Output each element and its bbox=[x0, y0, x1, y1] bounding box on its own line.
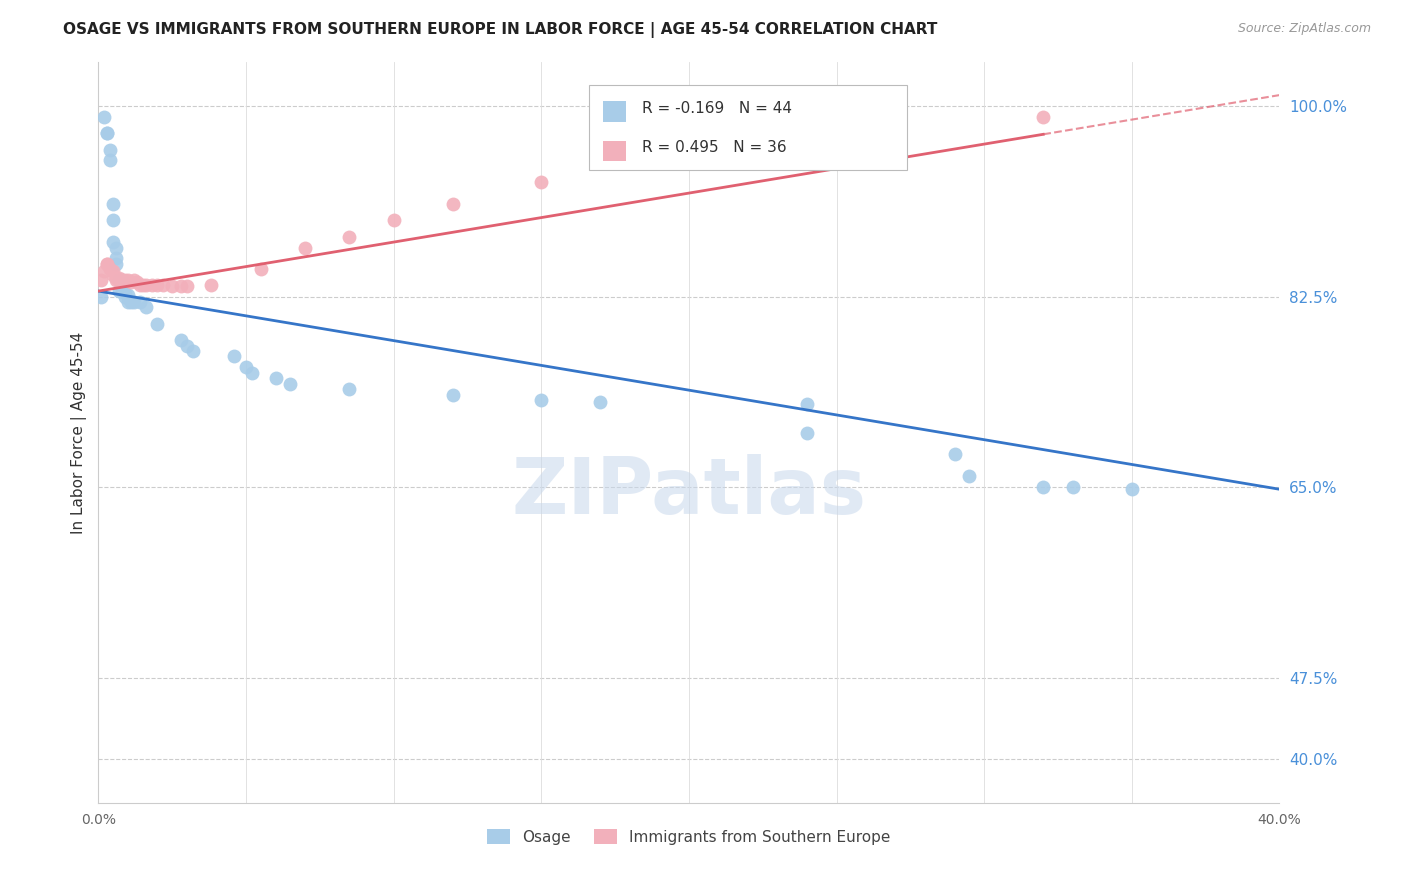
Point bbox=[103, 268, 125, 282]
Point bbox=[943, 447, 966, 461]
Point bbox=[796, 397, 818, 411]
Text: Source: ZipAtlas.com: Source: ZipAtlas.com bbox=[1237, 22, 1371, 36]
Point bbox=[120, 295, 142, 310]
Point bbox=[170, 333, 193, 347]
Point bbox=[382, 213, 405, 227]
Point bbox=[111, 273, 134, 287]
Point bbox=[240, 366, 263, 380]
Point bbox=[117, 295, 139, 310]
Point bbox=[530, 392, 553, 407]
Point bbox=[105, 273, 128, 287]
Point bbox=[105, 240, 128, 255]
Point bbox=[114, 289, 136, 303]
Point bbox=[250, 262, 273, 277]
Point bbox=[855, 126, 877, 140]
Point bbox=[96, 257, 118, 271]
Point bbox=[114, 273, 136, 287]
Point bbox=[132, 277, 155, 292]
Point bbox=[264, 371, 287, 385]
Point bbox=[128, 277, 150, 292]
Text: ZIPatlas: ZIPatlas bbox=[512, 454, 866, 530]
Point bbox=[105, 252, 128, 266]
Point bbox=[441, 387, 464, 401]
Point bbox=[135, 301, 157, 315]
Point bbox=[162, 278, 183, 293]
Point bbox=[93, 264, 115, 278]
Point bbox=[152, 277, 174, 292]
FancyBboxPatch shape bbox=[589, 85, 907, 169]
Point bbox=[146, 277, 169, 292]
Point bbox=[96, 257, 118, 271]
Point bbox=[114, 286, 136, 301]
Point bbox=[98, 143, 121, 157]
Y-axis label: In Labor Force | Age 45-54: In Labor Force | Age 45-54 bbox=[72, 332, 87, 533]
Point bbox=[176, 338, 198, 352]
Point bbox=[103, 197, 125, 211]
Point bbox=[103, 264, 125, 278]
Point bbox=[678, 148, 700, 162]
Point bbox=[105, 271, 128, 285]
Point bbox=[117, 273, 139, 287]
Legend: Osage, Immigrants from Southern Europe: Osage, Immigrants from Southern Europe bbox=[481, 822, 897, 851]
Point bbox=[120, 276, 142, 290]
Point bbox=[98, 262, 121, 277]
Point bbox=[280, 376, 302, 391]
Point bbox=[111, 273, 134, 287]
Point bbox=[959, 469, 981, 483]
Point bbox=[96, 126, 118, 140]
Point bbox=[93, 110, 115, 124]
Point bbox=[181, 343, 204, 358]
FancyBboxPatch shape bbox=[603, 102, 626, 122]
Point bbox=[200, 277, 222, 292]
Point bbox=[108, 273, 131, 287]
Point bbox=[589, 395, 612, 409]
Point bbox=[105, 257, 128, 271]
Point bbox=[125, 276, 148, 290]
Point bbox=[1062, 480, 1084, 494]
Point bbox=[98, 153, 121, 168]
Point bbox=[235, 360, 257, 375]
Point bbox=[170, 278, 193, 293]
Point bbox=[441, 197, 464, 211]
Point bbox=[96, 126, 118, 140]
Point bbox=[796, 425, 818, 440]
FancyBboxPatch shape bbox=[603, 141, 626, 161]
Point bbox=[128, 295, 150, 310]
Point bbox=[1032, 110, 1054, 124]
Point bbox=[339, 382, 361, 396]
Point bbox=[146, 317, 169, 331]
Point bbox=[224, 350, 246, 364]
Text: OSAGE VS IMMIGRANTS FROM SOUTHERN EUROPE IN LABOR FORCE | AGE 45-54 CORRELATION : OSAGE VS IMMIGRANTS FROM SOUTHERN EUROPE… bbox=[63, 22, 938, 38]
Point bbox=[122, 295, 145, 310]
Point bbox=[122, 273, 145, 287]
Point bbox=[103, 235, 125, 249]
Point bbox=[90, 273, 112, 287]
Text: R = -0.169   N = 44: R = -0.169 N = 44 bbox=[641, 101, 792, 116]
Text: R = 0.495   N = 36: R = 0.495 N = 36 bbox=[641, 140, 786, 155]
Point bbox=[90, 289, 112, 303]
Point bbox=[176, 278, 198, 293]
Point bbox=[1032, 480, 1054, 494]
Point bbox=[141, 277, 163, 292]
Point bbox=[117, 288, 139, 302]
Point bbox=[339, 229, 361, 244]
Point bbox=[108, 284, 131, 298]
Point bbox=[1121, 482, 1143, 496]
Point bbox=[108, 271, 131, 285]
Point bbox=[294, 240, 316, 255]
Point bbox=[530, 175, 553, 189]
Point bbox=[108, 273, 131, 287]
Point bbox=[111, 284, 134, 298]
Point bbox=[103, 213, 125, 227]
Point bbox=[135, 277, 157, 292]
